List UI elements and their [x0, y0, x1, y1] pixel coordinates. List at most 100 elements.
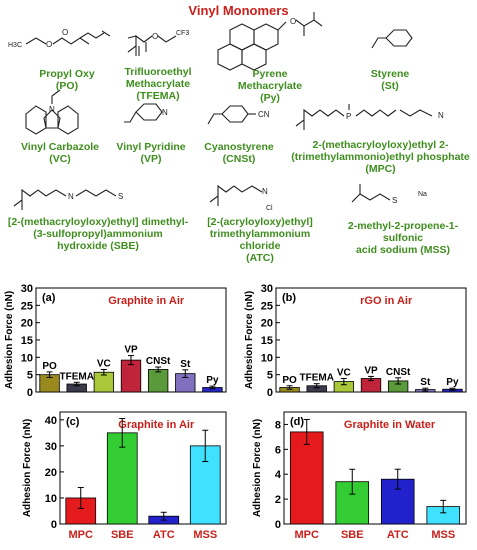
monomer-label-sbe: [2-(methacryloyloxy)ethyl] dimethyl- (3-s… — [7, 216, 189, 252]
category-label: VP — [364, 365, 378, 376]
svg-text:H3C: H3C — [8, 42, 22, 49]
svg-text:N: N — [162, 108, 168, 117]
panel-label: (d) — [290, 416, 304, 428]
y-tick-label: 0 — [267, 387, 273, 399]
svg-text:O: O — [46, 40, 52, 49]
monomer-label-py: Pyrene Methacrylate (Py) — [237, 68, 303, 104]
svg-text:N: N — [438, 111, 444, 120]
panel-label: (c) — [66, 416, 80, 428]
pyrene-structure: O — [217, 12, 323, 71]
panel-label: (b) — [282, 292, 296, 304]
category-label: VP — [124, 345, 138, 356]
monomer-label-vc: Vinyl Carbazole (VC) — [20, 141, 99, 165]
svg-text:Na: Na — [418, 191, 427, 198]
y-tick-label: 30 — [21, 283, 33, 295]
monomer-label-vp: Vinyl Pyridine (VP) — [116, 141, 186, 165]
category-label: VC — [337, 367, 351, 378]
monomer-label-mss: 2-methyl-2-propene-1-sulfonic acid sodium… — [347, 220, 459, 256]
y-tick-label: 20 — [45, 467, 57, 479]
chart-title: Graphite in Air — [118, 419, 195, 431]
svg-text:S: S — [118, 192, 123, 201]
y-tick-label: 30 — [45, 441, 57, 453]
figure-title: Vinyl Monomers — [188, 3, 289, 18]
monomer-label-po: Propyl Oxy (PO) — [39, 68, 95, 92]
svg-text:CF3: CF3 — [176, 30, 189, 37]
vinyl-carbazole-structure: N — [25, 89, 79, 135]
styrene-structure — [371, 29, 413, 49]
category-label: MSS — [193, 529, 217, 541]
svg-text:S: S — [392, 196, 397, 205]
category-label: TFEMA — [299, 373, 333, 384]
y-axis-label: Adhesion Force (nN) — [22, 419, 33, 517]
chart-panel-0: 0 5 10 15 20 25 30 Adhesion Force (nN) (a) Graphi… — [4, 283, 227, 399]
sbe-structure: N S — [13, 188, 123, 210]
y-tick-label: 10 — [21, 352, 33, 364]
category-label: PO — [42, 361, 57, 372]
monomer-label-mpc: 2-(methacryloyloxy)ethyl 2- (trimethylamm… — [291, 139, 470, 175]
monomer-label-atc: [2-(acryloyloxy)ethyl] trimethylammonium … — [207, 216, 313, 264]
y-tick-label: 20 — [21, 318, 33, 330]
chart-panel-3: 0 2 4 6 8 Adhesion Force (nN) (d) Graphite in W… — [252, 411, 467, 541]
chart-title: Graphite in Water — [344, 419, 436, 431]
svg-text:N: N — [68, 192, 74, 201]
y-tick-label: 10 — [45, 493, 57, 505]
y-tick-label: 25 — [21, 300, 33, 312]
y-tick-label: 0 — [51, 519, 57, 531]
category-label: ATC — [153, 529, 175, 541]
vinyl-pyridine-structure: N — [124, 103, 168, 123]
monomer-label-st: Styrene (St) — [370, 68, 410, 92]
tfema-structure: O CF3 — [127, 30, 189, 56]
svg-text:Cl: Cl — [266, 205, 273, 212]
y-tick-label: 30 — [261, 283, 273, 295]
category-label: St — [420, 377, 431, 388]
mpc-structure: P N — [295, 104, 444, 130]
category-label: SBE — [111, 529, 134, 541]
y-tick-label: 20 — [261, 318, 273, 330]
chart-title: rGO in Air — [360, 295, 413, 307]
y-tick-label: 5 — [267, 370, 273, 382]
y-tick-label: 15 — [21, 335, 33, 347]
plot-frame — [59, 411, 227, 525]
svg-text:N: N — [49, 105, 55, 114]
svg-text:O: O — [290, 17, 296, 26]
plot-frame — [283, 411, 467, 525]
y-axis-label: Adhesion Force (nN) — [244, 291, 255, 389]
svg-text:CN: CN — [258, 110, 270, 119]
category-label: Py — [446, 377, 459, 388]
y-tick-label: 6 — [275, 444, 281, 456]
y-tick-label: 25 — [261, 300, 273, 312]
y-tick-label: 8 — [275, 419, 281, 431]
bar-sbe — [106, 432, 138, 525]
cyanostyrene-structure: CN — [207, 105, 270, 125]
category-label: TFEMA — [59, 371, 93, 382]
y-tick-label: 10 — [261, 352, 273, 364]
y-tick-label: 4 — [275, 469, 282, 481]
monomer-structures: H3C O O O CF3 O — [8, 12, 444, 212]
y-tick-label: 0 — [275, 519, 281, 531]
category-label: VC — [97, 358, 111, 369]
category-label: CNSt — [386, 367, 411, 378]
y-axis-label: Adhesion Force (nN) — [252, 419, 263, 517]
mss-structure: S Na — [351, 184, 427, 205]
y-tick-label: 2 — [275, 494, 281, 506]
svg-text:N: N — [262, 187, 268, 196]
category-label: Py — [206, 375, 219, 386]
category-label: MSS — [431, 529, 455, 541]
atc-structure: N Cl — [209, 184, 273, 212]
y-tick-label: 5 — [27, 370, 33, 382]
svg-text:O: O — [62, 28, 68, 37]
po-structure: H3C O O — [8, 28, 111, 49]
svg-text:P: P — [346, 112, 351, 121]
bar-mpc — [289, 431, 324, 525]
svg-text:O: O — [152, 32, 158, 41]
category-label: CNSt — [146, 356, 171, 367]
chart-panel-1: 0 5 10 15 20 25 30 Adhesion Force (nN) (b) rGO in… — [244, 283, 467, 399]
category-label: MPC — [69, 529, 94, 541]
bar-cnst — [147, 369, 169, 393]
category-label: ATC — [387, 529, 409, 541]
category-label: SBE — [341, 529, 364, 541]
category-label: MPC — [295, 529, 320, 541]
y-tick-label: 40 — [45, 415, 57, 427]
y-tick-label: 15 — [261, 335, 273, 347]
